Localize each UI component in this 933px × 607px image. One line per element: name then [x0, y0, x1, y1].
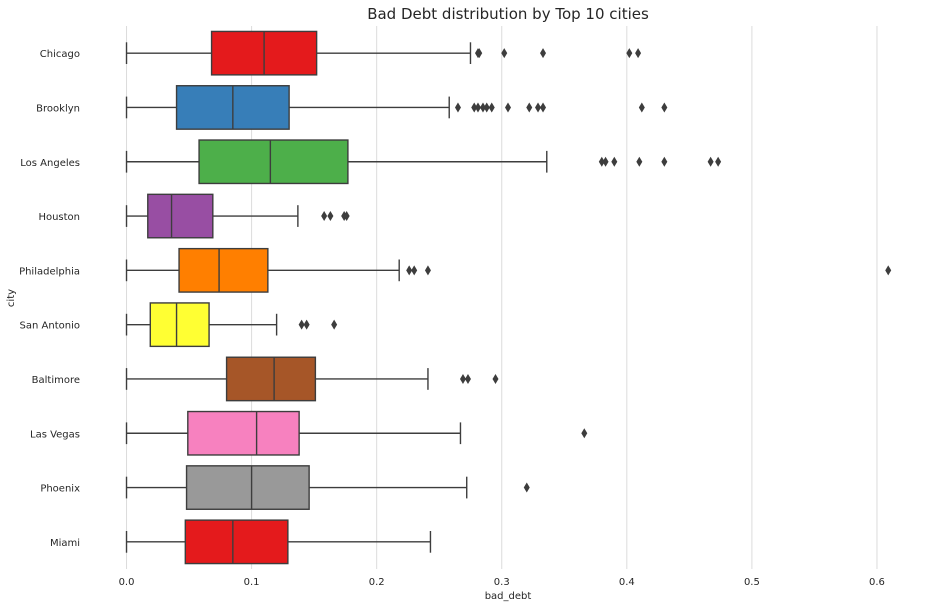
outlier-marker: [715, 156, 722, 167]
x-tick-label: 0.5: [744, 577, 760, 588]
outlier-marker: [406, 265, 413, 276]
y-tick-label: Chicago: [40, 49, 80, 60]
box-iqr: [149, 302, 210, 348]
y-tick-label: Baltimore: [32, 375, 80, 386]
outlier-marker: [638, 102, 645, 113]
outlier-marker: [298, 319, 305, 330]
box-iqr: [198, 139, 349, 185]
outlier-marker: [635, 48, 642, 59]
x-tick-label: 0.4: [619, 577, 635, 588]
y-axis-label: city: [6, 289, 17, 307]
outlier-marker: [707, 156, 714, 167]
outlier-marker: [492, 373, 499, 384]
box-iqr: [187, 410, 300, 456]
y-tick-label: San Antonio: [20, 321, 80, 332]
plot-area: 0.0 0.1 0.2 0.3 0.4 0.5 0.6 Chicago Brooklyn Los …: [19, 26, 892, 588]
outlier-marker: [476, 48, 483, 59]
outlier-marker: [483, 102, 490, 113]
outlier-marker: [424, 265, 431, 276]
outlier-marker: [303, 319, 310, 330]
outlier-marker: [321, 211, 328, 222]
outlier-marker: [501, 48, 508, 59]
box-iqr: [184, 519, 289, 565]
x-tick-label: 0.0: [119, 577, 135, 588]
y-tick-label: Philadelphia: [19, 266, 80, 277]
outlier-marker: [626, 48, 633, 59]
box-iqr: [147, 193, 214, 239]
outlier-marker: [331, 319, 338, 330]
outlier-marker: [540, 102, 547, 113]
outlier-marker: [454, 102, 461, 113]
x-tick-label: 0.2: [369, 577, 385, 588]
y-tick-label: Miami: [50, 538, 80, 549]
outlier-marker: [611, 156, 618, 167]
outlier-marker: [488, 102, 495, 113]
outlier-marker: [602, 156, 609, 167]
outlier-marker: [540, 48, 547, 59]
box-iqr: [185, 465, 310, 510]
outlier-marker: [661, 102, 668, 113]
outlier-marker: [581, 428, 588, 439]
x-axis-label: bad_debt: [485, 591, 532, 602]
outlier-marker: [343, 211, 350, 222]
outlier-marker: [526, 102, 533, 113]
outlier-marker: [505, 102, 511, 113]
outlier-marker: [459, 373, 466, 384]
x-tick-label: 0.3: [494, 577, 510, 588]
outlier-marker: [661, 156, 668, 167]
outlier-marker: [636, 156, 643, 167]
outlier-marker: [327, 211, 334, 222]
chart-title: Bad Debt distribution by Top 10 cities: [367, 5, 649, 23]
x-tick-label: 0.1: [244, 577, 260, 588]
outlier-marker: [474, 102, 481, 113]
outlier-marker: [523, 482, 530, 493]
y-tick-label: Los Angeles: [20, 158, 80, 169]
outlier-marker: [479, 102, 486, 113]
y-tick-label: Phoenix: [40, 484, 80, 495]
outlier-marker: [464, 373, 471, 384]
box-iqr: [225, 356, 317, 402]
outlier-marker: [411, 265, 418, 276]
outlier-marker: [535, 102, 542, 113]
outlier-marker: [471, 102, 478, 113]
x-tick-label: 0.6: [869, 577, 885, 588]
outlier-marker: [598, 156, 605, 167]
y-tick-label: Brooklyn: [36, 103, 80, 114]
outlier-marker: [885, 265, 892, 276]
y-tick-label: Houston: [38, 212, 80, 223]
y-tick-label: Las Vegas: [30, 429, 80, 440]
box-iqr: [178, 247, 269, 293]
